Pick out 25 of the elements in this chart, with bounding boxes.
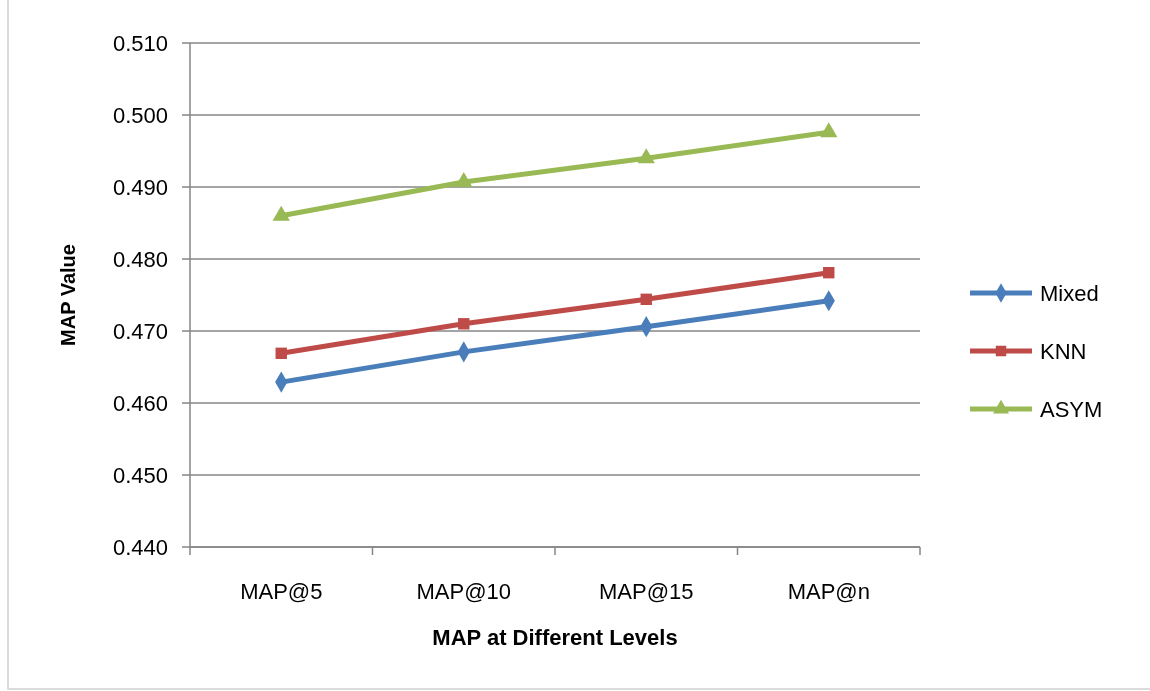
point — [640, 293, 652, 306]
y-tick-label: 0.490 — [112, 174, 168, 200]
x-tick-label: MAP@10 — [416, 579, 511, 604]
point — [275, 347, 287, 360]
x-axis-title: MAP at Different Levels — [432, 625, 678, 650]
legend-label: ASYM — [1040, 396, 1103, 422]
legend-label: KNN — [1040, 338, 1087, 364]
y-tick-label: 0.470 — [112, 318, 168, 344]
y-tick-label: 0.460 — [112, 390, 168, 416]
x-tick-label: MAP@5 — [240, 579, 323, 604]
y-tick-label: 0.440 — [112, 534, 168, 560]
point — [272, 205, 290, 221]
y-tick-label: 0.510 — [112, 30, 168, 56]
y-tick-label: 0.480 — [112, 246, 168, 272]
point — [637, 148, 655, 164]
y-tick-label: 0.500 — [112, 102, 168, 128]
x-tick-label: MAP@15 — [599, 579, 694, 604]
point — [823, 266, 835, 279]
y-tick-label: 0.450 — [112, 462, 168, 488]
y-axis-title: MAP Value — [57, 244, 79, 346]
point — [455, 171, 473, 187]
point — [458, 318, 470, 330]
point — [820, 122, 838, 138]
x-tick-label: MAP@n — [787, 579, 870, 604]
legend-label: Mixed — [1040, 280, 1099, 306]
